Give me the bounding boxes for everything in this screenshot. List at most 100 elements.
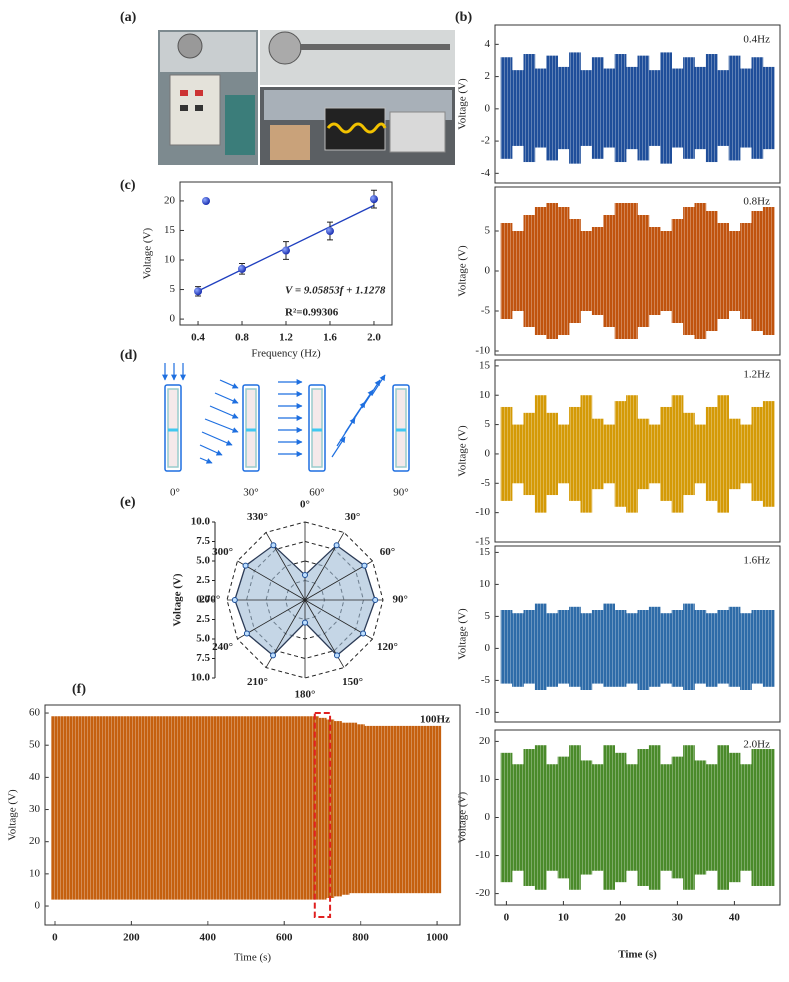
- y-tick-label: 10: [29, 867, 41, 879]
- signal-band: [512, 70, 524, 146]
- plot-frame: [494, 359, 781, 543]
- signal-band: [500, 752, 513, 883]
- angle-label: 330°: [247, 511, 268, 523]
- y-tick-label: 5.0: [196, 555, 210, 567]
- signal-band: [534, 603, 547, 690]
- signal-band: [626, 66, 638, 150]
- x-tick-label: 800: [352, 932, 369, 944]
- y-tick-label: 20: [29, 835, 41, 847]
- y-tick-label: -10: [475, 345, 490, 357]
- y-tick-label: 0: [485, 447, 491, 459]
- signal-band: [660, 613, 672, 684]
- y-tick-label: 10.0: [191, 672, 211, 684]
- signal-band: [717, 745, 729, 890]
- data-point: [372, 597, 379, 603]
- signal-band: [671, 395, 684, 513]
- x-tick-label: 1.6: [323, 332, 337, 344]
- data-point: [242, 562, 249, 569]
- y-tick-label: 10: [479, 773, 491, 785]
- signal-band: [717, 610, 729, 684]
- angle-label: 150°: [342, 676, 363, 688]
- data-point: [243, 630, 250, 637]
- signal-band: [626, 613, 638, 684]
- signal-band: [523, 749, 536, 886]
- signal-band: [150, 716, 159, 900]
- signal-band: [591, 227, 604, 315]
- signal-band: [127, 716, 136, 900]
- y-tick-label: -5: [481, 674, 491, 686]
- y-axis-label: Voltage (V): [142, 227, 154, 279]
- signal-band: [591, 57, 604, 159]
- signal-band: [523, 215, 536, 327]
- y-tick-label: 0: [35, 900, 41, 912]
- signal-band: [614, 610, 627, 687]
- y-tick-label: 60: [29, 707, 41, 719]
- signal-band: [648, 227, 661, 315]
- signal-band: [318, 717, 327, 900]
- y-tick-label: 0.0: [196, 594, 210, 606]
- y-tick-label: 10.0: [191, 516, 211, 528]
- y-axis-label: Voltage (V): [457, 245, 469, 297]
- plot-frame: [179, 181, 393, 326]
- signal-band: [569, 219, 581, 323]
- y-tick-label: -2: [481, 135, 490, 147]
- signal-band: [74, 716, 82, 900]
- signal-band: [569, 606, 581, 687]
- signal-band: [181, 716, 189, 900]
- signal-band: [500, 223, 513, 319]
- signal-band: [112, 716, 121, 900]
- photo: [158, 30, 455, 165]
- signal-band: [512, 231, 524, 311]
- signal-band: [333, 721, 342, 897]
- y-axis-label: Voltage (V): [457, 791, 469, 843]
- panel-label: (a): [120, 10, 137, 25]
- signal-band: [165, 716, 174, 900]
- signal-band: [402, 725, 411, 894]
- x-tick-label: 40: [729, 912, 741, 924]
- signal-band: [557, 207, 570, 335]
- signal-band: [728, 606, 741, 687]
- y-tick-label: -10: [475, 506, 490, 518]
- signal-band: [500, 57, 513, 159]
- signal-band: [740, 613, 752, 690]
- signal-band: [512, 613, 524, 687]
- signal-band: [135, 716, 144, 900]
- y-tick-label: -15: [475, 536, 490, 548]
- signal-band: [728, 231, 741, 311]
- signal-band: [740, 223, 752, 319]
- x-tick-label: 200: [123, 932, 140, 944]
- plot-frame: [494, 729, 781, 906]
- signal-band: [500, 406, 513, 501]
- data-point: [361, 562, 368, 569]
- signal-band: [717, 223, 729, 319]
- y-tick-label: -20: [475, 887, 490, 899]
- signal-band: [626, 764, 638, 871]
- signal-band: [557, 424, 570, 484]
- signal-band: [762, 66, 775, 150]
- data-point: [369, 195, 378, 204]
- y-tick-label: 2.5: [196, 574, 210, 586]
- signal-band: [534, 745, 547, 890]
- y-tick-label: 4: [485, 38, 491, 50]
- orientation-diagram: [160, 363, 450, 500]
- signal-band: [249, 716, 258, 900]
- annotation: R²=0.99306: [285, 307, 339, 319]
- signal-band: [614, 54, 627, 163]
- angle-label: 120°: [377, 641, 398, 653]
- plot-frame: [494, 24, 781, 184]
- angle-label: 90°: [392, 594, 407, 606]
- signal-band: [637, 749, 650, 886]
- signal-band: [512, 424, 524, 484]
- signal-band: [295, 716, 304, 900]
- chart-title: 100Hz: [420, 714, 450, 726]
- panel-label: (e): [120, 495, 136, 510]
- highlight-box: [313, 712, 332, 918]
- angle-label: 210°: [247, 676, 268, 688]
- signal-band: [557, 66, 570, 150]
- signal-band: [648, 70, 661, 146]
- signal-band: [751, 211, 764, 331]
- signal-band: [372, 725, 381, 894]
- y-axis-label: Voltage (V): [457, 425, 469, 477]
- x-tick-label: 30: [672, 912, 684, 924]
- panel-label: (f): [72, 682, 86, 697]
